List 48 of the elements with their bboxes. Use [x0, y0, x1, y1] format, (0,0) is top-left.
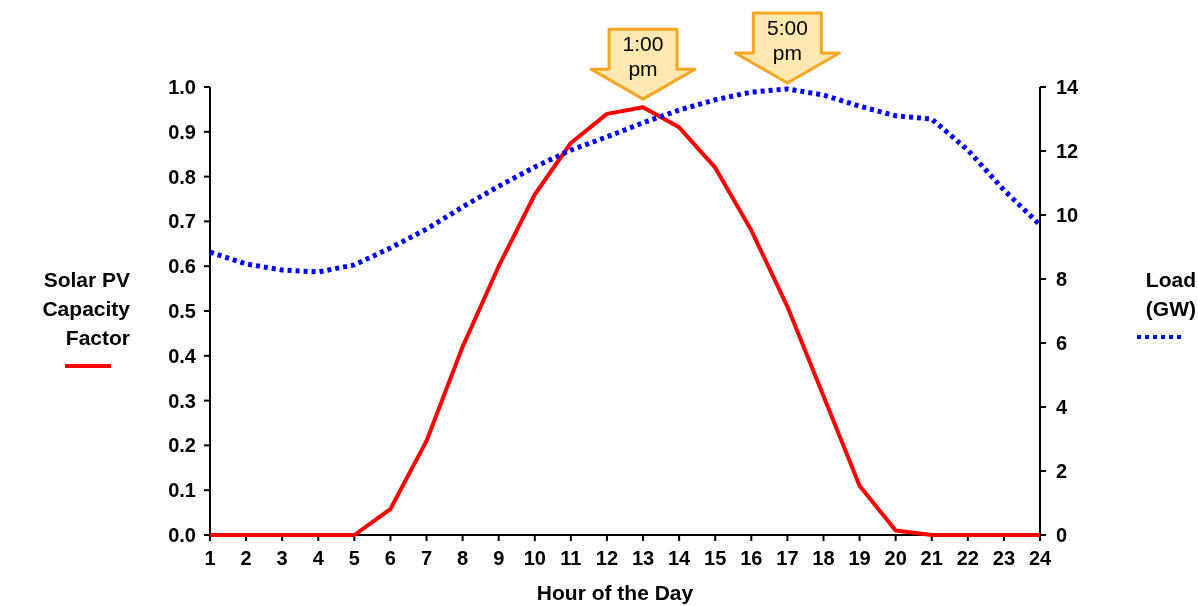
y2-tick-label: 8: [1056, 268, 1068, 290]
x-tick-label: 10: [523, 547, 546, 569]
y-tick-label: 0.3: [168, 389, 196, 412]
y-tick-label: 0.7: [168, 210, 196, 233]
x-tick-label: 5: [348, 547, 360, 569]
text: 5:00 pm: [766, 16, 808, 64]
x-tick-label: 16: [740, 547, 763, 569]
y-tick-label: 0.2: [168, 434, 196, 457]
x-tick-label: 13: [631, 547, 655, 569]
x-tick-label: 17: [776, 547, 799, 569]
y-tick-label: 0.9: [168, 120, 196, 143]
x-tick-label: 20: [884, 547, 907, 569]
x-tick-label: 6: [384, 547, 396, 569]
x-tick-label: 4: [312, 547, 325, 569]
y2-tick-label: 12: [1056, 140, 1079, 162]
y-tick-label: 1.0: [168, 76, 196, 98]
x-tick-label: 11: [560, 547, 582, 569]
y-tick-label: 0.6: [168, 255, 196, 278]
x-tick-label: 14: [668, 547, 692, 569]
y2-tick-label: 6: [1056, 332, 1068, 354]
x-axis-title: Hour of the Day: [536, 581, 694, 604]
y2-tick-label: 0: [1056, 524, 1068, 546]
x-tick-label: 9: [493, 547, 505, 569]
x-tick-label: 18: [812, 547, 835, 569]
x-tick-label: 12: [595, 547, 619, 569]
x-tick-label: 22: [956, 547, 979, 569]
y2-tick-label: 4: [1056, 396, 1068, 418]
annotation: 1:00 pm: [622, 32, 664, 81]
y2-axis-title: Load (GW): [1145, 268, 1196, 320]
y-axis-title: Solar PV Capacity Factor: [42, 268, 131, 349]
y-tick-label: 0.0: [168, 524, 196, 546]
x-tick-label: 3: [276, 547, 288, 569]
y-tick-label: 0.4: [168, 344, 197, 367]
y2-tick-label: 14: [1056, 76, 1080, 98]
x-tick-label: 8: [457, 547, 469, 569]
x-tick-label: 1: [204, 547, 216, 569]
y-tick-label: 0.8: [168, 165, 196, 188]
y-tick-label: 0.1: [168, 479, 196, 502]
x-tick-label: 21: [920, 547, 943, 569]
y2-tick-label: 2: [1056, 460, 1068, 482]
x-tick-label: 2: [240, 547, 252, 569]
x-tick-label: 19: [848, 547, 871, 569]
y2-tick-label: 10: [1056, 204, 1079, 226]
x-tick-label: 15: [704, 547, 727, 569]
x-tick-label: 23: [992, 547, 1016, 569]
y-tick-label: 0.5: [168, 300, 196, 322]
x-tick-label: 7: [420, 547, 433, 569]
x-tick-label: 24: [1028, 547, 1052, 569]
